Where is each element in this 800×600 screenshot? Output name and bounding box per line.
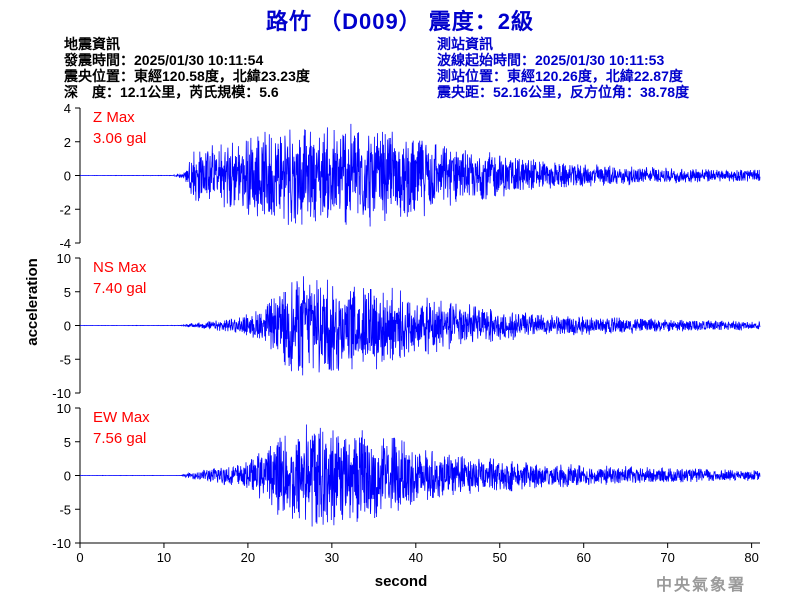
station-location: 測站位置：東經120.26度，北緯22.87度 [437, 68, 683, 84]
station-info-heading: 測站資訊 [437, 36, 493, 52]
y-tick-label: 5 [64, 285, 71, 300]
waveform-ew [80, 424, 761, 527]
waveform-ns [80, 276, 761, 376]
y-tick-label: -2 [59, 202, 71, 217]
x-tick-label: 10 [157, 550, 171, 565]
y-tick-label: 0 [64, 469, 71, 484]
panel-label: Z Max [93, 109, 135, 126]
y-tick-label: 10 [57, 251, 71, 266]
x-tick-label: 60 [576, 550, 590, 565]
panel-label: EW Max [93, 409, 150, 426]
y-axis-label: acceleration [24, 258, 41, 346]
x-tick-label: 70 [660, 550, 674, 565]
y-tick-label: 5 [64, 435, 71, 450]
panel-max-value: 3.06 gal [93, 130, 146, 147]
x-axis-label: second [375, 573, 428, 590]
panel-max-value: 7.40 gal [93, 280, 146, 297]
earthquake-info-heading: 地震資訊 [64, 36, 120, 52]
y-tick-label: 4 [64, 101, 71, 116]
panel-label: NS Max [93, 259, 147, 276]
epicentral-distance: 震央距：52.16公里，反方位角：38.78度 [437, 84, 690, 100]
y-tick-label: 10 [57, 401, 71, 416]
x-tick-label: 30 [325, 550, 339, 565]
x-tick-label: 50 [493, 550, 507, 565]
x-tick-label: 20 [241, 550, 255, 565]
origin-time: 發震時間：2025/01/30 10:11:54 [64, 52, 264, 68]
panel-z: -4 -2 0 2 4 Z Max 3.06 gal [59, 101, 761, 251]
station-info: 測站資訊 波線起始時間：2025/01/30 10:11:53 測站位置：東經1… [437, 36, 689, 100]
x-tick-label: 40 [409, 550, 423, 565]
y-tick-label: -10 [52, 536, 71, 551]
page-title: 路竹 （D009） 震度：2級 [265, 9, 535, 34]
depth-magnitude: 深 度：12.1公里，芮氏規模：5.6 [64, 84, 279, 100]
panel-max-value: 7.56 gal [93, 430, 146, 447]
y-tick-label: -5 [59, 502, 71, 517]
panel-ns: -10 -5 0 5 10 NS Max 7.40 gal [52, 251, 761, 401]
x-tick-label: 80 [744, 550, 758, 565]
y-tick-label: 2 [64, 135, 71, 150]
epicenter-location: 震央位置：東經120.58度，北緯23.23度 [64, 68, 310, 84]
y-tick-label: -10 [52, 386, 71, 401]
waveform-start-time: 波線起始時間：2025/01/30 10:11:53 [437, 52, 665, 68]
agency-watermark: 中央氣象署 [655, 575, 746, 594]
earthquake-info: 地震資訊 發震時間：2025/01/30 10:11:54 震央位置：東經120… [64, 36, 310, 100]
x-tick-label: 0 [76, 550, 83, 565]
y-tick-label: -5 [59, 352, 71, 367]
panel-ew: -10 -5 0 5 10 EW Max 7.56 gal [52, 401, 761, 551]
y-tick-label: 0 [64, 169, 71, 184]
waveform-z [79, 123, 761, 227]
y-tick-label: -4 [59, 236, 71, 251]
y-tick-label: 0 [64, 319, 71, 334]
